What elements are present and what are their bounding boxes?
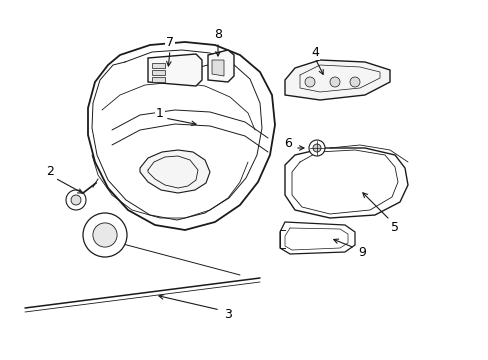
Polygon shape: [140, 150, 209, 193]
Polygon shape: [152, 70, 164, 75]
Text: 2: 2: [46, 166, 54, 179]
Polygon shape: [152, 63, 164, 68]
Text: 6: 6: [284, 138, 291, 150]
Circle shape: [71, 195, 81, 205]
Text: 4: 4: [310, 45, 318, 58]
Polygon shape: [285, 60, 389, 100]
Text: 8: 8: [214, 28, 222, 41]
Circle shape: [83, 213, 127, 257]
Polygon shape: [88, 42, 274, 230]
Polygon shape: [285, 148, 407, 218]
Circle shape: [66, 190, 86, 210]
Polygon shape: [152, 77, 164, 82]
Polygon shape: [212, 60, 224, 76]
Text: 5: 5: [390, 221, 398, 234]
Text: 7: 7: [165, 36, 174, 49]
Circle shape: [308, 140, 325, 156]
Circle shape: [93, 223, 117, 247]
Text: 1: 1: [156, 108, 163, 121]
Circle shape: [329, 77, 339, 87]
Polygon shape: [207, 50, 234, 82]
Polygon shape: [280, 222, 354, 254]
Text: 9: 9: [357, 246, 365, 258]
Polygon shape: [148, 54, 202, 86]
Circle shape: [312, 144, 320, 152]
Text: 3: 3: [224, 309, 231, 321]
Circle shape: [349, 77, 359, 87]
Circle shape: [305, 77, 314, 87]
